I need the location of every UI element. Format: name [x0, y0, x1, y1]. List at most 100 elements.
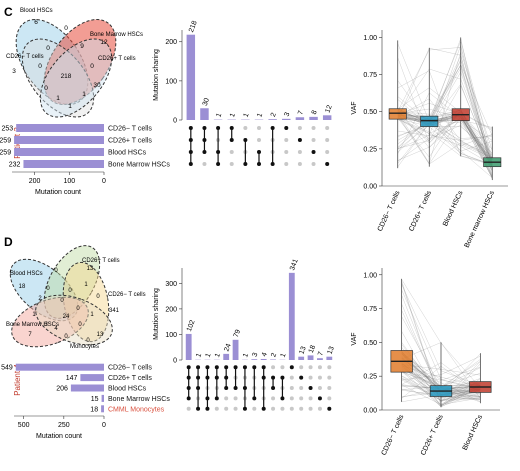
set-size-bar	[80, 374, 104, 381]
matrix-dot-inactive	[325, 138, 329, 142]
set-size-bar	[16, 124, 104, 132]
paired-lines	[398, 39, 493, 180]
matrix-dot-inactive	[234, 396, 238, 400]
matrix-dot-active	[325, 162, 329, 166]
intersection-value: 18	[308, 344, 317, 354]
set-size-bar	[14, 148, 104, 156]
intersection-value: 4	[261, 352, 269, 358]
matrix-dot-inactive	[284, 138, 288, 142]
axis-tick-label: 200	[29, 178, 41, 185]
matrix-dot-inactive	[318, 386, 322, 390]
venn-diagram: Blood HSCs CD26+ T cells CD26− T cells B…	[0, 236, 146, 356]
intersection-value: 2	[270, 352, 278, 358]
intersection-bar	[268, 119, 276, 120]
category-label: Blood HSCs	[462, 413, 485, 451]
matrix-dot-active	[284, 126, 288, 130]
intersection-value: 218	[188, 20, 199, 33]
axis-tick-label: 0.00	[363, 184, 377, 191]
axis-tick-label: 100	[165, 78, 177, 85]
axis-tick-label: 0.50	[363, 109, 377, 116]
set-name-label: CD26− T cells	[108, 126, 152, 133]
matrix-dot-inactive	[234, 407, 238, 411]
intersection-value: 3	[252, 352, 260, 358]
intersection-value: 1	[215, 112, 223, 118]
intersection-bar	[323, 115, 331, 120]
venn-region-count: 1	[68, 103, 72, 110]
venn-region-count: 24	[63, 314, 70, 320]
set-size-value: 259	[0, 138, 11, 145]
axis-tick-label: 0.75	[363, 72, 377, 79]
axis-title: VAF	[351, 332, 358, 345]
axis-tick-label: 1.00	[363, 35, 377, 42]
set-size-value: 147	[66, 375, 78, 382]
intersection-value: 1	[280, 352, 288, 358]
venn-region-count: 0	[64, 25, 68, 32]
axis-tick-label: 0.25	[363, 146, 377, 153]
venn-set-label: Blood HSCs	[10, 271, 43, 277]
set-name-label: CD26+ T cells	[108, 138, 152, 145]
venn-region-count: 218	[61, 73, 72, 80]
venn-region-count: 18	[19, 284, 26, 290]
set-name-label: CD26− T cells	[108, 365, 152, 372]
matrix-dot-active	[327, 407, 331, 411]
intersection-value: 1	[256, 112, 264, 118]
matrix-dot-inactive	[327, 365, 331, 369]
venn-region-count: 0	[46, 45, 50, 52]
intersection-bar	[187, 35, 195, 120]
matrix-dot-inactive	[325, 150, 329, 154]
set-size-bar	[16, 364, 104, 371]
set-size-value: 259	[0, 150, 11, 157]
axis-tick-label: 250	[58, 422, 70, 429]
intersection-bar	[298, 357, 304, 360]
intersection-bar	[270, 359, 276, 360]
matrix-dot-inactive	[309, 407, 313, 411]
panel-letter: C	[4, 5, 13, 19]
set-size-value: 15	[91, 396, 99, 403]
matrix-dot-inactive	[318, 365, 322, 369]
intersection-bar	[251, 359, 257, 360]
panel-c: C Blood HSCs Bone Marrow HSCs CD26− T ce…	[0, 5, 508, 249]
matrix-dot-active	[309, 386, 313, 390]
matrix-dot-inactive	[284, 162, 288, 166]
intersection-bar	[289, 273, 295, 360]
intersection-value: 7	[297, 110, 305, 116]
matrix-dot-inactive	[290, 407, 294, 411]
venn-region-count: 13	[97, 332, 104, 338]
matrix-dot-inactive	[309, 376, 313, 380]
matrix-dot-inactive	[230, 162, 234, 166]
matrix-dot-inactive	[299, 386, 303, 390]
matrix-dot-inactive	[280, 365, 284, 369]
intersection-value: 1	[214, 352, 222, 358]
matrix-dot-inactive	[230, 150, 234, 154]
venn-region-count: 1	[82, 91, 86, 98]
intersection-bar	[296, 117, 304, 120]
venn-set-label: Monocytes	[70, 344, 99, 350]
matrix-dot-inactive	[312, 162, 316, 166]
intersection-value: 3	[284, 111, 292, 117]
venn-set-label: Bone Marrow HSCs	[6, 322, 59, 328]
intersection-bar	[308, 355, 314, 360]
set-name-label: Bone Marrow HSCs	[108, 162, 170, 169]
category-label: CD26− T cells	[381, 413, 406, 456]
matrix-dot-inactive	[299, 396, 303, 400]
venn-set-label: CD26− T cells	[108, 292, 146, 298]
intersection-bar	[186, 334, 192, 360]
box-body	[421, 116, 438, 126]
venn-region-count: 6	[34, 19, 38, 26]
matrix-dot-inactive	[215, 407, 219, 411]
axis-tick-label: 200	[165, 306, 177, 313]
matrix-dot-inactive	[312, 138, 316, 142]
axis-tick-label: 500	[18, 422, 30, 429]
intersection-value: 1	[205, 352, 213, 358]
panel-letter: D	[4, 235, 13, 249]
matrix-dot-inactive	[298, 162, 302, 166]
matrix-dot-inactive	[290, 396, 294, 400]
intersection-value: 2	[270, 112, 278, 118]
axis-tick-label: 0	[102, 178, 106, 185]
matrix-dot-inactive	[284, 150, 288, 154]
set-size-value: 18	[90, 406, 98, 413]
